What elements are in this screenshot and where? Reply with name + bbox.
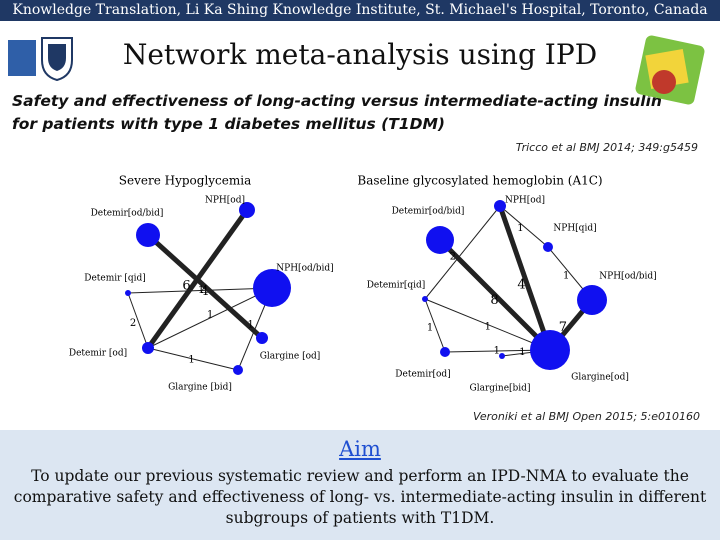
edge-label: 6 [182,278,190,293]
edge [499,205,549,248]
edge [146,233,264,340]
node-label: NPH[od/bid] [599,272,656,282]
edge-label: 1 [188,355,194,366]
edge [127,292,149,349]
node [499,353,505,359]
node-label: NPH[qid] [553,224,596,234]
edge [127,287,273,294]
node-label: Glargine[bid] [470,384,531,394]
banner: Knowledge Translation, Li Ka Shing Knowl… [0,0,720,21]
clipart [635,35,705,105]
node [440,347,450,357]
node-label: Detemir[od/bid] [392,207,465,217]
node [577,285,607,315]
edge [424,298,551,351]
node [125,290,131,296]
aim-heading: Aim [339,437,381,461]
edge-label: 4 [517,278,525,293]
edge-label: 1 [519,347,525,358]
edge-label: 1 [517,223,523,234]
edge [145,208,250,350]
node [543,242,553,252]
node-label: Glargine [od] [260,352,321,362]
edge-label: 1 [494,345,500,356]
node [256,332,268,344]
node [426,226,454,254]
edge-label: 2 [450,252,456,263]
citation: Veroniki et al BMJ Open 2015; 5:e010160 [472,410,700,423]
edge [497,205,553,351]
aim-text: comparative safety and effectiveness of … [13,488,707,506]
node [422,296,428,302]
edge-label: 8 [490,293,498,308]
edge-label: 1 [563,271,569,282]
node [239,202,255,218]
aim-box [0,430,720,540]
node [233,365,243,375]
node [253,269,291,307]
node-label: Detemir [od] [69,349,127,359]
node-label: NPH[od/bid] [276,264,333,274]
node-label: NPH[od] [505,196,545,206]
edge-label: 7 [559,320,567,335]
node-label: Detemir[qid] [367,281,426,291]
subtitle: Safety and effectiveness of long-acting … [12,92,662,110]
title: Network meta-analysis using IPD [122,38,598,71]
node-label: NPH[od] [205,196,245,206]
logo [8,37,73,82]
network-title: Severe Hypoglycemia [119,174,252,188]
node-label: Glargine [bid] [168,383,232,393]
diagram: Severe Hypoglycemia4621111Detemir[od/bid… [8,35,705,394]
citation: Tricco et al BMJ 2014; 349:g5459 [515,141,698,154]
edge-label: 1 [427,323,433,334]
node [494,200,506,212]
edge-label: 2 [130,318,136,329]
node [142,342,154,354]
node-label: Detemir[od] [395,370,450,380]
edge [147,287,273,349]
aim-text: To update our previous systematic review… [31,467,689,485]
node [530,330,570,370]
node-label: Glargine[od] [571,373,629,383]
node [136,223,160,247]
edge [424,205,501,300]
network-title: Baseline glycosylated hemoglobin (A1C) [357,174,602,188]
edge-label: 1 [248,319,254,330]
edge-label: 4 [201,284,209,299]
edge-label: 1 [207,310,213,321]
subtitle: for patients with type 1 diabetes mellit… [12,115,445,133]
edge [147,347,239,371]
edge [424,298,446,353]
node-label: Detemir [qid] [84,274,145,284]
edge-label: 1 [485,322,491,333]
aim-text: subgroups of patients with T1DM. [225,509,495,527]
edge-label: 1 [198,285,204,296]
node-label: Detemir[od/bid] [91,209,164,219]
